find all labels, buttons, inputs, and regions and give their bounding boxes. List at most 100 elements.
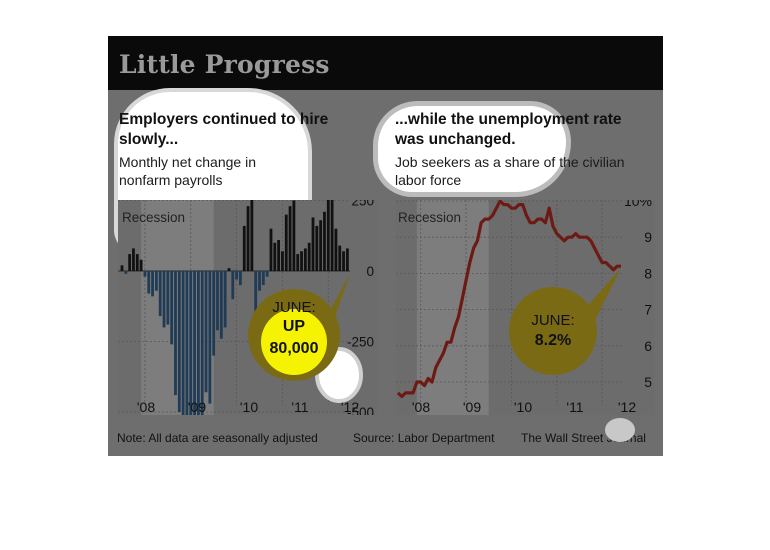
bar xyxy=(315,225,319,271)
bar xyxy=(128,254,132,271)
bar xyxy=(246,206,250,271)
x-tick-label: '08 xyxy=(137,399,155,415)
callout-text: JUNE: xyxy=(531,312,574,329)
x-tick-label: '12 xyxy=(618,399,636,415)
y-tick-label: 250 xyxy=(351,200,374,209)
bar xyxy=(143,271,147,277)
bar xyxy=(231,271,235,300)
bar xyxy=(300,251,303,271)
bar xyxy=(174,271,177,396)
bar xyxy=(281,251,284,271)
payrolls-bar-chart: 5002500-250-500-750'08'09'10'11'12Recess… xyxy=(118,200,377,415)
title-bar: Little Progress xyxy=(108,36,663,90)
right-headline: ...while the unemployment rate was uncha… xyxy=(395,111,622,148)
bar xyxy=(273,242,277,271)
bar xyxy=(154,271,158,291)
y-tick-label: 0 xyxy=(366,264,374,279)
bar xyxy=(227,268,231,271)
bar xyxy=(170,271,174,345)
footer-note: Note: All data are seasonally adjusted xyxy=(117,431,318,445)
bar xyxy=(258,271,261,291)
bar xyxy=(254,271,258,314)
bar xyxy=(288,206,292,271)
series-line xyxy=(396,200,621,399)
x-tick-label: '09 xyxy=(463,399,481,415)
footer-source: Source: Labor Department xyxy=(353,431,495,445)
bar xyxy=(158,271,162,317)
bar xyxy=(284,214,288,271)
y-tick-label: 7 xyxy=(644,302,652,318)
right-subtitle: Job seekers as a share of the civilian l… xyxy=(395,154,625,188)
bar xyxy=(326,200,330,271)
bar xyxy=(303,248,307,271)
bar xyxy=(208,271,212,404)
callout-circle xyxy=(509,287,597,375)
bar xyxy=(151,271,154,297)
bar xyxy=(334,228,338,271)
bar xyxy=(200,271,204,415)
x-tick-label: '10 xyxy=(514,399,532,415)
x-tick-label: '11 xyxy=(566,399,583,415)
y-tick-label: -500 xyxy=(347,405,374,415)
callout-pointer xyxy=(584,268,621,322)
bar xyxy=(193,271,196,415)
bar xyxy=(132,248,135,271)
bar xyxy=(204,271,208,393)
left-headline: Employers continued to hire slowly... xyxy=(119,111,329,148)
bar xyxy=(162,271,166,328)
bar xyxy=(235,271,238,280)
callout-text: 8.2% xyxy=(535,332,571,349)
bar xyxy=(185,271,189,415)
bar xyxy=(120,265,124,271)
bar xyxy=(181,271,185,415)
bar xyxy=(212,271,216,356)
callout-text: UP xyxy=(283,318,306,335)
callout-text: JUNE: xyxy=(272,299,315,316)
callout-text: 80,000 xyxy=(270,340,319,357)
bar xyxy=(216,271,219,331)
y-tick-label: 9 xyxy=(644,229,652,245)
callout-highlight xyxy=(261,309,327,375)
bar xyxy=(197,271,200,415)
bar xyxy=(124,271,128,274)
y-tick-label: -250 xyxy=(347,335,374,350)
unemployment-line-chart: 10% 9 8 7 6 5 '08 '09 '10 '11 '12 Recession JUNE: 8.2… xyxy=(396,200,655,415)
bar xyxy=(323,211,326,271)
bar xyxy=(147,271,151,294)
x-tick-label: '08 xyxy=(412,399,430,415)
bar xyxy=(177,271,181,412)
x-tick-label: '10 xyxy=(240,399,258,415)
y-tick-label: 5 xyxy=(644,374,652,390)
bar xyxy=(261,271,265,286)
bar xyxy=(296,254,300,271)
bar xyxy=(223,271,227,328)
bar xyxy=(242,225,246,271)
bar xyxy=(330,200,334,271)
recession-label: Recession xyxy=(398,210,461,225)
bar xyxy=(166,271,170,325)
bar xyxy=(219,271,223,339)
x-tick-label: '09 xyxy=(188,399,206,415)
bar xyxy=(239,271,242,286)
bar xyxy=(338,245,342,271)
bar xyxy=(135,254,139,271)
bar xyxy=(311,217,315,271)
x-tick-label: '11 xyxy=(291,399,308,415)
paint-spot xyxy=(605,418,635,442)
headline-blob-right xyxy=(378,106,566,192)
bar xyxy=(342,251,345,271)
recession-label: Recession xyxy=(122,210,185,225)
chart-title: Little Progress xyxy=(119,50,330,79)
bar xyxy=(277,239,281,271)
bar xyxy=(269,228,273,271)
left-subtitle: Monthly net change in nonfarm payrolls xyxy=(119,154,256,188)
bar xyxy=(189,271,193,415)
bar xyxy=(319,220,323,271)
y-tick-label: 6 xyxy=(644,338,652,354)
bar xyxy=(250,200,254,271)
bar xyxy=(307,242,311,271)
bar xyxy=(345,248,349,271)
bar xyxy=(139,259,143,271)
x-tick-label: '12 xyxy=(341,399,359,415)
y-tick-label: 8 xyxy=(644,265,652,281)
